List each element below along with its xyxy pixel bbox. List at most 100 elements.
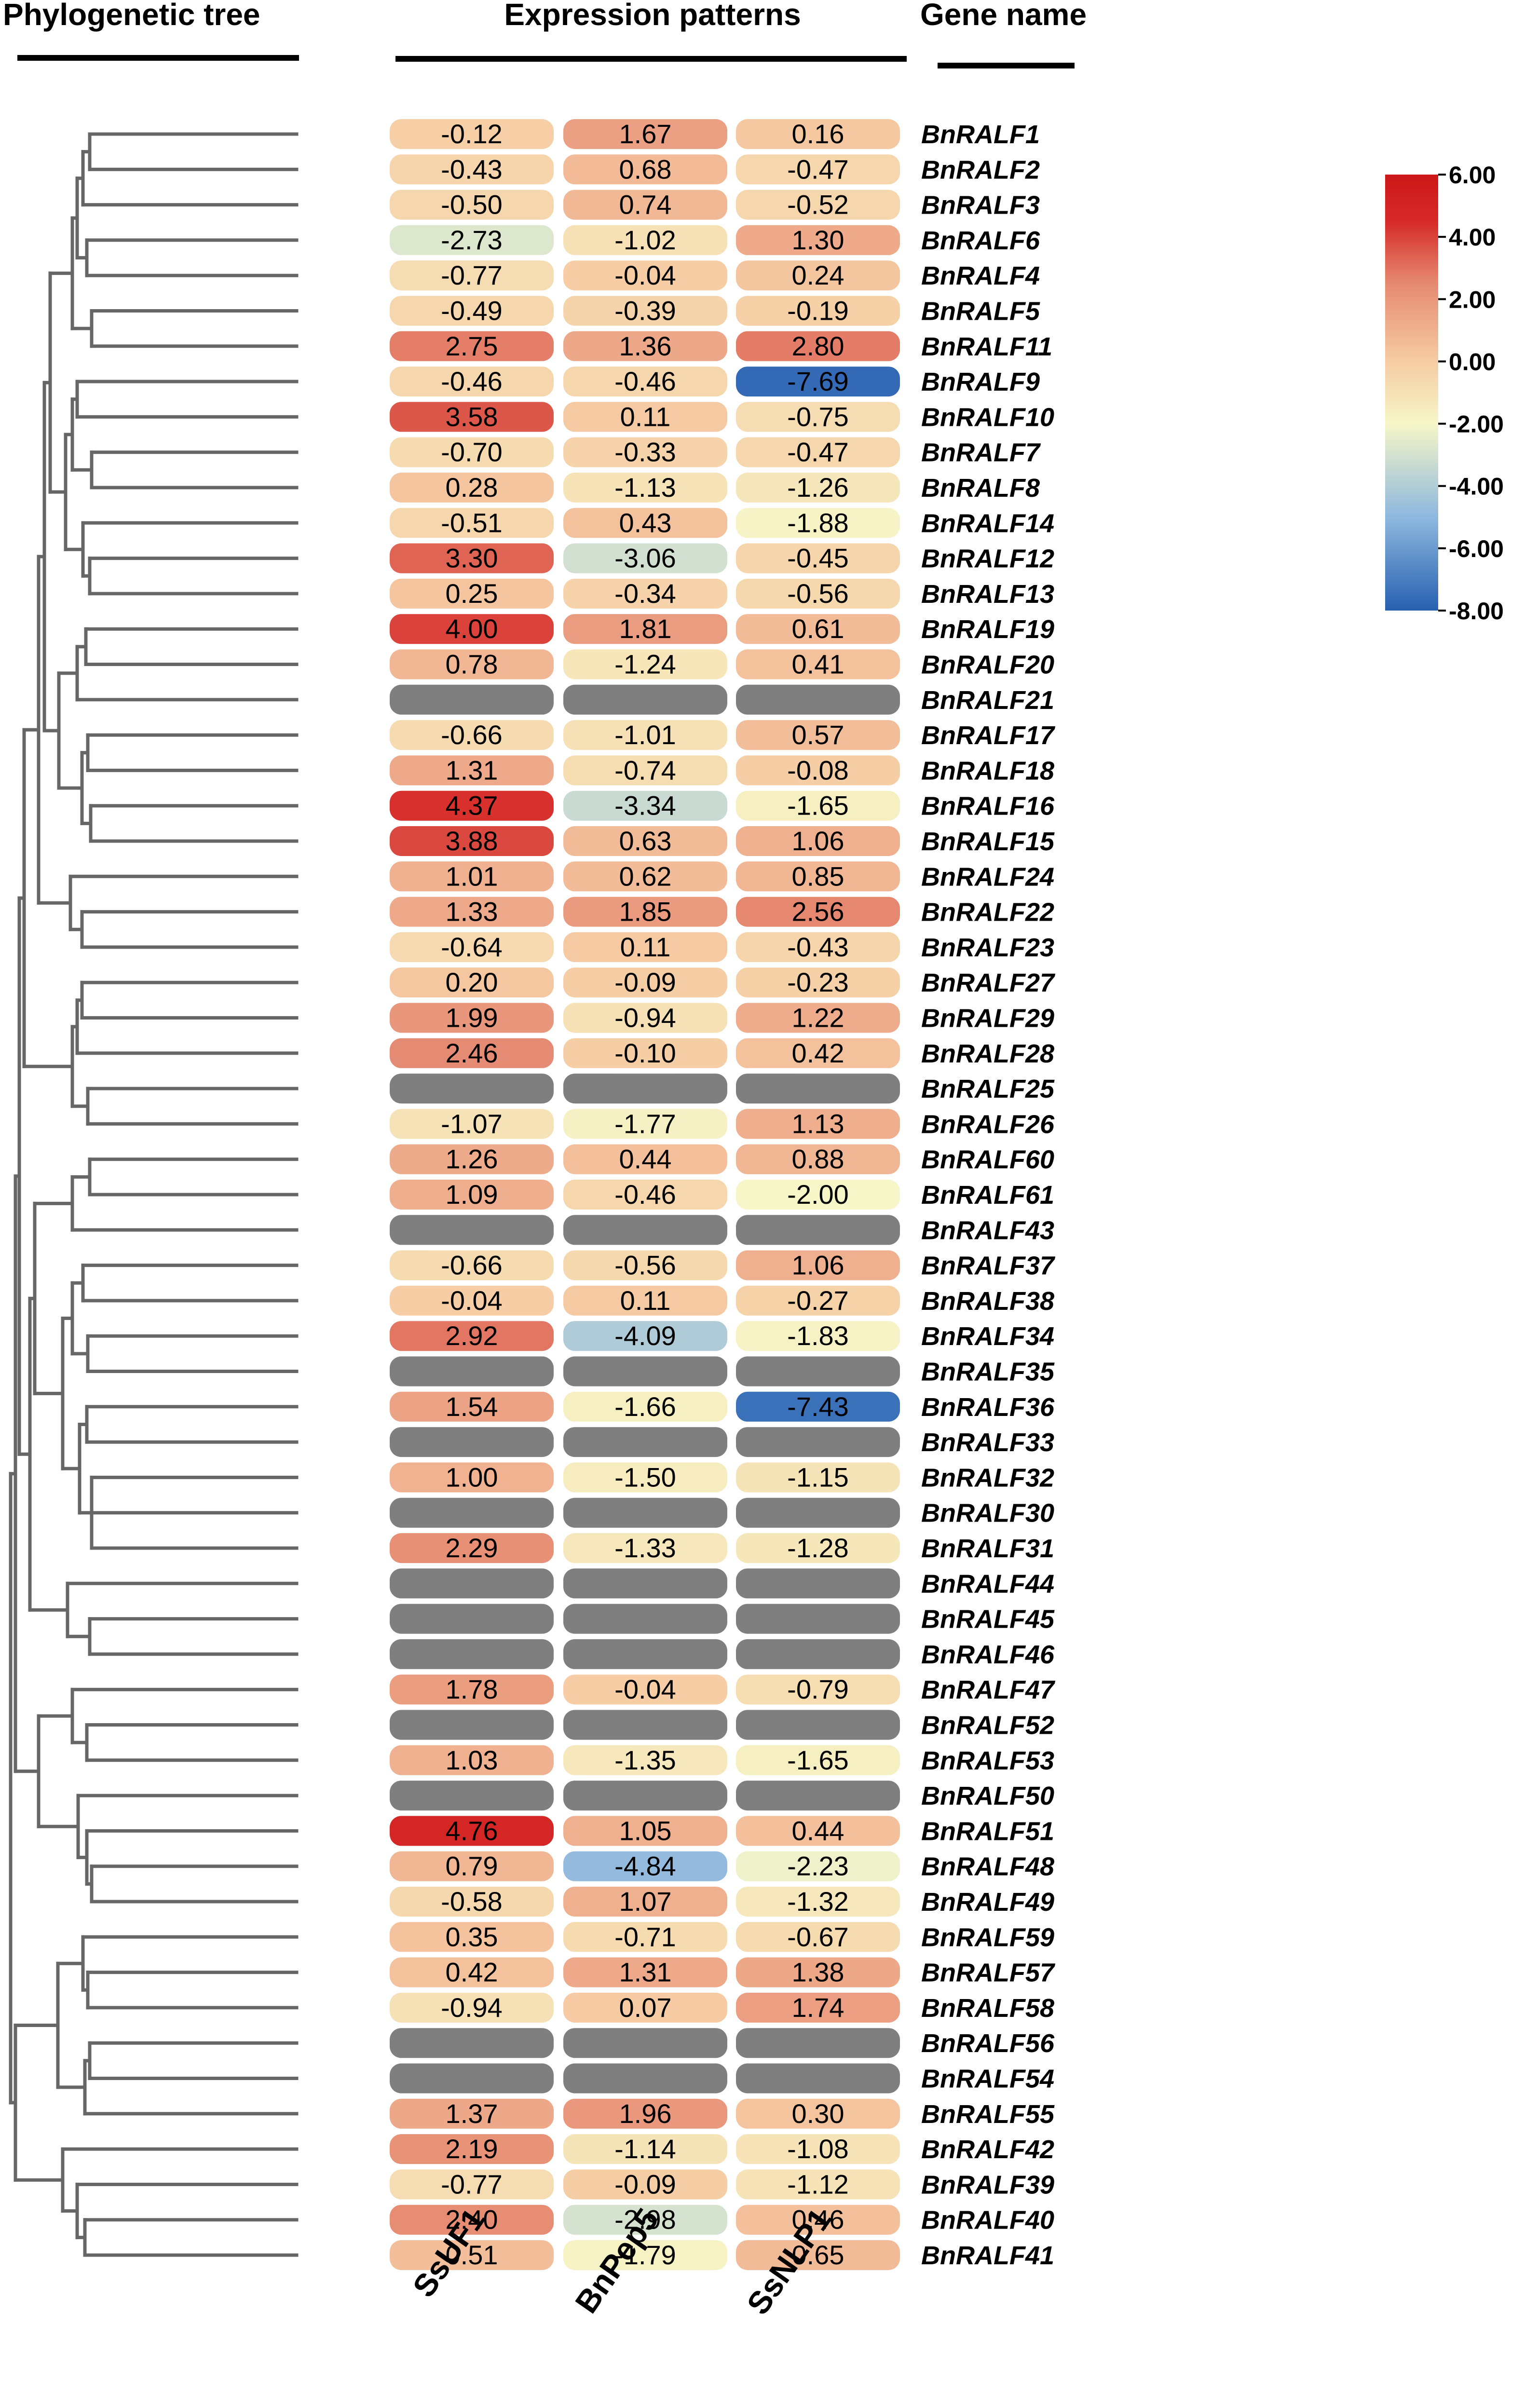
heatmap-cell — [736, 2098, 900, 2129]
heatmap-cell — [390, 1180, 554, 1210]
cell-value-label: -0.77 — [441, 2169, 503, 2199]
heatmap-cell — [736, 1003, 900, 1033]
heatmap-cell — [563, 1462, 727, 1493]
heatmap-cell — [563, 932, 727, 962]
heatmap-cell — [736, 1710, 900, 1740]
heatmap-cell — [390, 1427, 554, 1457]
heatmap-cell — [736, 1285, 900, 1316]
heatmap-cell — [736, 1781, 900, 1811]
cell-value-label: -0.10 — [614, 1038, 676, 1068]
cell-value-label: 2.40 — [446, 2204, 498, 2235]
cell-value-label: 2.75 — [446, 331, 498, 361]
cell-value-label: -0.46 — [441, 366, 503, 396]
heatmap-cell — [563, 1497, 727, 1528]
heatmap-cell — [736, 1957, 900, 1987]
heatmap-cell — [390, 1462, 554, 1493]
gene-label: BnRALF54 — [921, 2065, 1054, 2094]
cell-value-label: 2.80 — [792, 331, 844, 361]
cell-value-label: -0.04 — [614, 260, 676, 290]
cell-value-label: -0.66 — [441, 720, 503, 750]
heatmap-cell — [563, 473, 727, 503]
heatmap-cell — [390, 1321, 554, 1351]
gene-label: BnRALF46 — [921, 1640, 1055, 1669]
heatmap-cell — [390, 543, 554, 573]
cell-value-label: 1.78 — [446, 1674, 498, 1704]
cell-value-label: -0.64 — [441, 932, 503, 962]
cell-value-label: 1.36 — [619, 331, 672, 361]
gene-name-header: Gene name — [920, 0, 1087, 32]
heatmap-cell — [563, 578, 727, 609]
heatmap-cell — [563, 1109, 727, 1139]
cell-value-label: 1.37 — [446, 2098, 498, 2129]
cell-value-label: -0.45 — [787, 543, 849, 573]
heatmap-cell — [390, 437, 554, 467]
heatmap-cell — [390, 154, 554, 185]
cell-value-label: 2.92 — [446, 1320, 498, 1351]
heatmap-cell — [736, 260, 900, 291]
cell-value-label: 0.51 — [446, 2240, 498, 2270]
cell-value-label: 1.31 — [619, 1957, 672, 1987]
heatmap-cell — [736, 1604, 900, 1634]
cell-value-label: -1.79 — [614, 2240, 676, 2270]
heatmap-cell — [563, 1144, 727, 1174]
heatmap-cell — [390, 1957, 554, 1987]
gene-label: BnRALF16 — [921, 792, 1055, 821]
cell-value-label: -1.33 — [614, 1533, 676, 1563]
cell-value-label: 0.43 — [619, 507, 672, 538]
cell-value-label: -0.43 — [787, 932, 849, 962]
heatmap-cell — [390, 720, 554, 750]
heatmap-cell — [736, 1992, 900, 2023]
heatmap-cell — [563, 2063, 727, 2094]
gene-label: BnRALF15 — [921, 827, 1055, 856]
gene-name-list: BnRALF1 BnRALF2 BnRALF3 BnRALF6 BnRALF4 BnRAL… — [921, 120, 1056, 2270]
gene-label: BnRALF1 — [921, 120, 1040, 149]
heatmap-cell — [736, 1180, 900, 1210]
heatmap-cell — [390, 1215, 554, 1245]
gene-label: BnRALF2 — [921, 155, 1040, 184]
cell-value-label: -1.08 — [787, 2134, 849, 2164]
cell-value-label: 0.62 — [619, 861, 672, 891]
heatmap-cell — [563, 1003, 727, 1033]
heatmap-cell — [390, 2169, 554, 2200]
heatmap-cell — [563, 720, 727, 750]
heatmap-cell — [736, 755, 900, 786]
cell-value-label: -0.09 — [614, 2169, 676, 2199]
heatmap-cell — [736, 508, 900, 538]
heatmap-cell — [390, 508, 554, 538]
gene-label: BnRALF53 — [921, 1746, 1054, 1775]
heatmap-cell — [390, 1710, 554, 1740]
gene-label: BnRALF9 — [921, 367, 1040, 396]
cell-value-label: -0.12 — [441, 119, 503, 149]
heatmap-cell — [390, 1781, 554, 1811]
cell-value-label: -0.33 — [614, 437, 676, 467]
cell-value-label: 0.61 — [792, 613, 844, 644]
gene-label: BnRALF55 — [921, 2100, 1055, 2129]
cell-value-label: 0.20 — [446, 967, 498, 997]
heatmap-cell — [736, 826, 900, 856]
heatmap-cell — [563, 296, 727, 326]
gene-label: BnRALF26 — [921, 1110, 1055, 1139]
gene-label: BnRALF7 — [921, 438, 1041, 467]
column-headers: Phylogenetic tree Expression patterns Ge… — [3, 0, 1087, 68]
heatmap-cell — [736, 2240, 900, 2270]
cell-value-label: -0.70 — [441, 437, 503, 467]
cell-value-label: 0.46 — [792, 2204, 844, 2235]
cell-value-label: 1.22 — [792, 1003, 844, 1033]
gene-label: BnRALF48 — [921, 1852, 1054, 1881]
cell-value-label: -2.98 — [614, 2204, 676, 2235]
heatmap-cell — [563, 402, 727, 432]
heatmap-cell — [390, 1074, 554, 1104]
gene-label: BnRALF50 — [921, 1782, 1054, 1810]
colorbar-gradient — [1385, 175, 1438, 611]
gene-label: BnRALF52 — [921, 1711, 1054, 1740]
gene-label: BnRALF61 — [921, 1181, 1054, 1210]
cell-value-label: 0.65 — [792, 2240, 844, 2270]
heatmap-cell — [736, 296, 900, 326]
cell-value-label: 1.85 — [619, 897, 672, 927]
cell-value-label: 3.88 — [446, 826, 498, 856]
heatmap-cell — [563, 331, 727, 361]
heatmap-cell — [390, 473, 554, 503]
gene-label: BnRALF47 — [921, 1675, 1056, 1704]
heatmap-cell — [563, 367, 727, 397]
